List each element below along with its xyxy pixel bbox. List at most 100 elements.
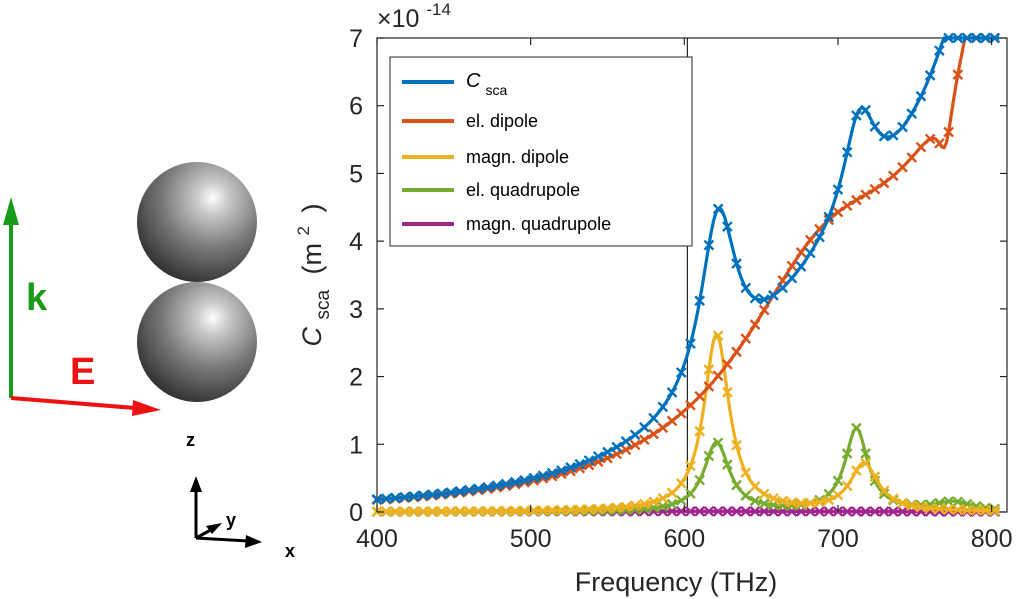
marker-3-778	[952, 496, 964, 508]
k-arrow	[3, 197, 19, 398]
legend-entry-magn-dipole[interactable]: magn. dipole	[402, 147, 569, 167]
marker-0-532	[574, 458, 586, 470]
marker-2-442	[436, 506, 447, 517]
marker-0-652	[758, 294, 770, 305]
marker-4-646	[749, 506, 761, 517]
sphere-top	[137, 162, 257, 282]
marker-1-772	[943, 126, 954, 138]
marker-0-460	[463, 484, 475, 496]
marker-3-730	[878, 488, 890, 500]
marker-4-604	[685, 505, 696, 517]
marker-2-688	[814, 496, 825, 508]
legend: C sca el. dipole magn. dipole el. quadru…	[389, 56, 693, 247]
marker-0-664	[777, 282, 789, 294]
legend-label-magn-dipole: magn. dipole	[466, 147, 569, 167]
marker-1-580	[648, 428, 659, 440]
marker-0-778	[952, 32, 964, 44]
marker-2-646	[749, 481, 761, 492]
marker-4-730	[878, 506, 890, 517]
marker-1-562	[620, 444, 632, 456]
marker-0-400	[371, 493, 383, 505]
marker-3-640	[740, 490, 752, 501]
marker-2-478	[491, 505, 503, 517]
marker-0-514	[546, 467, 558, 479]
legend-entry-csca[interactable]: C sca	[402, 70, 507, 98]
marker-2-508	[537, 505, 549, 516]
marker-1-754	[915, 141, 927, 153]
marker-3-634	[731, 479, 742, 491]
y-tick-label-3: 3	[349, 296, 363, 324]
marker-0-472	[482, 481, 493, 493]
marker-0-670	[786, 272, 798, 284]
marker-0-580	[648, 412, 659, 424]
marker-1-568	[629, 439, 641, 451]
y-tick-label-4: 4	[349, 228, 363, 256]
marker-2-592	[666, 487, 678, 499]
y-axis-title-main: C	[297, 327, 327, 347]
y-exponent-power: -14	[426, 0, 451, 19]
marker-0-412	[390, 492, 401, 504]
marker-0-688	[814, 231, 825, 243]
legend-csca-main: C	[466, 70, 481, 92]
marker-4-712	[851, 506, 862, 517]
x-tick-label-600: 600	[663, 525, 705, 553]
marker-2-490	[509, 505, 521, 517]
marker-0-754	[915, 90, 927, 102]
marker-1-616	[703, 381, 715, 392]
marker-2-670	[786, 497, 798, 508]
marker-0-730	[878, 130, 890, 142]
legend-entry-el-quadrupole[interactable]: el. quadrupole	[402, 180, 580, 200]
marker-3-700	[832, 475, 844, 487]
marker-1-760	[924, 133, 936, 145]
marker-4-622	[712, 505, 724, 517]
legend-label-el-quadrupole: el. quadrupole	[466, 180, 580, 200]
marker-0-448	[445, 487, 457, 498]
marker-0-436	[426, 489, 438, 500]
legend-entry-magn-quadrupole[interactable]: magn. quadrupole	[402, 214, 611, 234]
marker-3-628	[721, 459, 733, 470]
marker-0-748	[906, 108, 918, 119]
marker-2-436	[426, 506, 438, 517]
marker-2-580	[648, 496, 659, 508]
x-tick-label-500: 500	[510, 525, 552, 553]
marker-2-412	[390, 506, 401, 517]
marker-4-688	[814, 506, 825, 517]
marker-3-772	[943, 496, 954, 507]
marker-2-454	[454, 505, 466, 517]
marker-2-736	[887, 493, 899, 505]
marker-2-784	[961, 504, 973, 516]
marker-0-790	[970, 32, 982, 44]
marker-0-634	[731, 258, 742, 269]
marker-3-652	[758, 498, 770, 509]
marker-0-550	[602, 446, 613, 458]
axis-z-label: z	[186, 430, 195, 450]
marker-2-610	[694, 425, 706, 437]
marker-3-592	[666, 498, 678, 510]
marker-1-712	[851, 194, 862, 206]
y-tick-label-0: 0	[349, 499, 363, 527]
marker-2-772	[943, 504, 954, 515]
y-axis-title-unit-close: )	[297, 203, 327, 212]
marker-2-628	[721, 386, 733, 398]
y-tick-label-2: 2	[349, 364, 363, 392]
legend-label-magn-quadrupole: magn. quadrupole	[466, 214, 611, 234]
marker-3-706	[841, 448, 853, 459]
marker-1-592	[666, 415, 678, 427]
marker-1-724	[869, 183, 881, 195]
marker-2-544	[592, 503, 604, 515]
marker-2-706	[841, 480, 853, 492]
marker-3-616	[703, 450, 715, 462]
marker-2-598	[675, 478, 687, 489]
marker-0-574	[639, 421, 650, 433]
marker-2-622	[712, 330, 724, 342]
marker-4-736	[887, 506, 899, 517]
legend-entry-el-dipole[interactable]: el. dipole	[402, 111, 538, 131]
marker-0-406	[380, 493, 392, 504]
legend-label-csca: C sca	[466, 70, 507, 98]
marker-0-418	[399, 491, 411, 503]
marker-4-742	[897, 506, 908, 517]
marker-2-790	[970, 504, 982, 516]
marker-3-610	[694, 474, 706, 486]
marker-0-502	[528, 472, 540, 484]
marker-2-556	[611, 502, 623, 514]
